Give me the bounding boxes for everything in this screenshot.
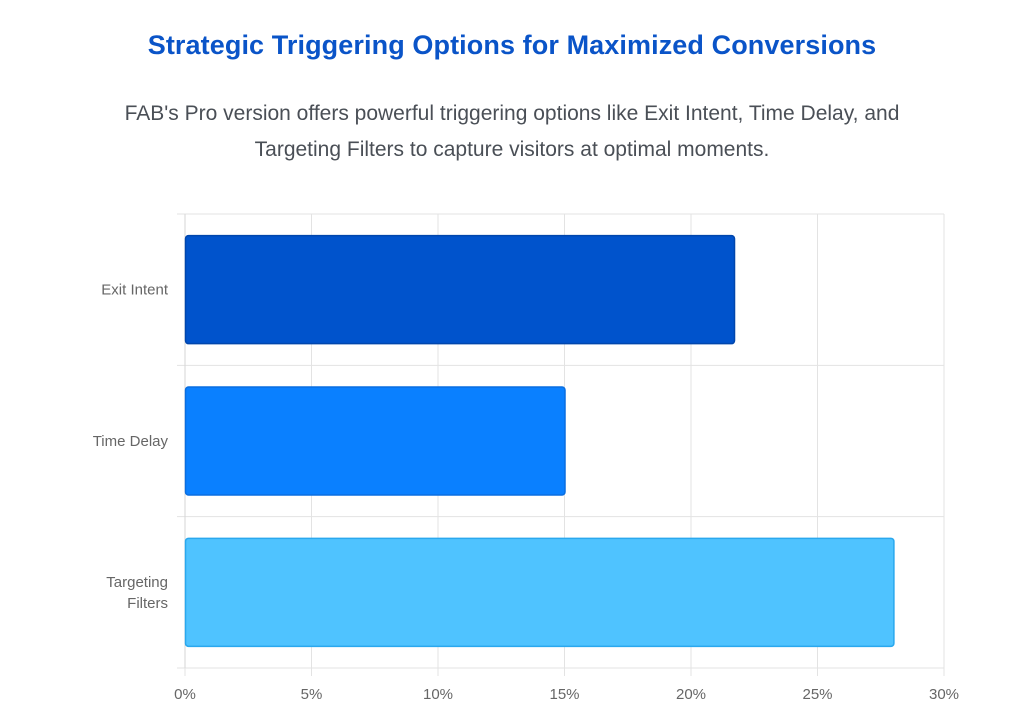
x-tick-label: 30% bbox=[929, 686, 959, 703]
category-labels: Exit Intent Time Delay Targeting Filters bbox=[93, 282, 169, 612]
x-tick-label: 15% bbox=[549, 686, 579, 703]
x-tick-label: 5% bbox=[301, 686, 323, 703]
chart-title: Strategic Triggering Options for Maximiz… bbox=[147, 30, 877, 60]
bar-time-delay bbox=[184, 386, 566, 496]
x-tick-label: 10% bbox=[423, 686, 453, 703]
bar-targeting-filters bbox=[184, 537, 895, 648]
category-label: Time Delay bbox=[93, 433, 169, 450]
x-tick-label: 20% bbox=[676, 686, 706, 703]
x-tick-labels: 0% 5% 10% 15% 20% 25% 30% bbox=[174, 686, 959, 703]
category-label: Exit Intent bbox=[101, 282, 169, 299]
bar-exit-intent bbox=[184, 234, 736, 345]
x-tick-label: 25% bbox=[802, 686, 832, 703]
category-label: Targeting Filters bbox=[106, 574, 168, 612]
bars bbox=[184, 234, 895, 648]
chart-subtitle: FAB's Pro version offers powerful trigge… bbox=[40, 96, 984, 168]
x-tick-label: 0% bbox=[174, 686, 196, 703]
subtitle-line-2: Targeting Filters to capture visitors at… bbox=[254, 138, 770, 161]
subtitle-line-1: FAB's Pro version offers powerful trigge… bbox=[124, 102, 900, 125]
